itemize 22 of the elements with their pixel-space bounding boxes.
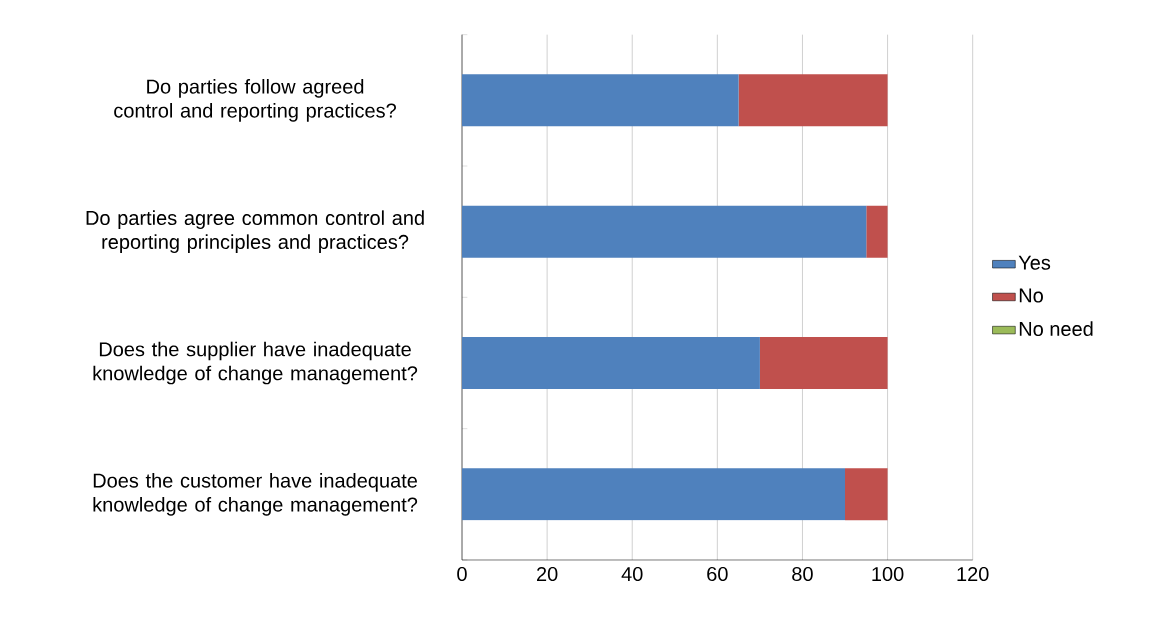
bar <box>759 337 888 389</box>
x-tick-label: 0 <box>457 566 467 582</box>
x-tick-label: 100 <box>872 566 904 582</box>
legend-label: No <box>1019 288 1043 303</box>
bar <box>866 205 888 258</box>
y-tick-label: Does the supplier have inadequate knowledge of change management? <box>93 341 418 385</box>
bar <box>462 74 739 127</box>
bar <box>462 205 867 258</box>
x-tick-label: 60 <box>707 566 728 582</box>
bar <box>738 74 888 127</box>
x-tick-label: 20 <box>537 566 558 582</box>
bar <box>845 468 888 521</box>
y-tick-label: Does the customer have inadequate knowledge of change management? <box>93 473 418 516</box>
legend-label: No need <box>1019 321 1093 337</box>
legend-label: Yes <box>1018 255 1051 270</box>
y-tick-label: Do parties agree common control and reporting principles and practices? <box>86 210 424 253</box>
x-tick-label: 80 <box>792 566 813 582</box>
y-tick-label: Do parties follow agreed control and reporting practices? <box>114 79 396 122</box>
bar <box>462 468 846 521</box>
x-tick-label: 120 <box>957 566 989 582</box>
bar <box>462 337 760 389</box>
x-tick-label: 40 <box>621 566 643 582</box>
